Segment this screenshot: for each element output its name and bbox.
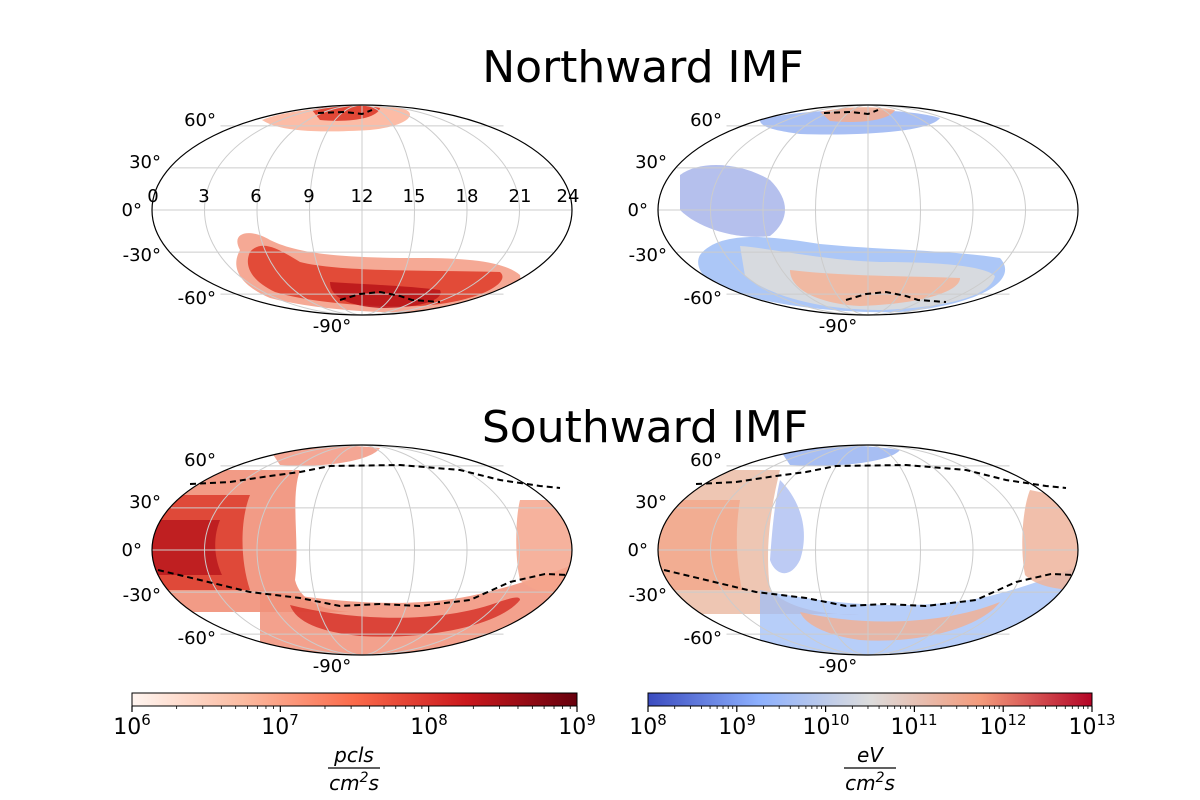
- map-outline: [657, 444, 1079, 656]
- boundary-line: [317, 109, 373, 116]
- colorbar-tick-label: 1011: [890, 711, 937, 740]
- colorbar-gradient: [131, 692, 578, 707]
- colorbar-tick-label: 109: [718, 711, 756, 740]
- colorbar-energy-flux: 108 109 1010 1011 1012 1013 eV cm2s: [629, 692, 1116, 795]
- lon-tick-label: 15: [403, 186, 426, 207]
- lat-tick-label: -30°: [123, 585, 161, 606]
- colorbar-gradient: [647, 692, 1093, 707]
- lon-tick-label: 3: [198, 186, 209, 207]
- lat-tick-label: 60°: [690, 450, 722, 471]
- lat-tick-label: 0°: [122, 200, 142, 221]
- lon-tick-label: 6: [250, 186, 261, 207]
- lat-tick-label: 30°: [635, 152, 667, 173]
- boundary-line: [823, 109, 879, 116]
- colorbar-ticks: [131, 706, 578, 712]
- lat-tick-label: 30°: [129, 492, 161, 513]
- lon-tick-label: 12: [351, 186, 374, 207]
- lat-tick-label: -60°: [684, 628, 722, 649]
- lat-tick-label: -90°: [313, 316, 351, 337]
- colorbar-tick-label: 1013: [1068, 711, 1115, 740]
- lat-tick-label: 60°: [184, 110, 216, 131]
- southward-imf-title: Southward IMF: [482, 402, 808, 453]
- boundary-line: [695, 463, 1067, 489]
- lon-tick-label: 18: [456, 186, 479, 207]
- colorbar-label-denominator: cm2s: [845, 770, 895, 795]
- colorbar-tick-label: 1012: [979, 711, 1026, 740]
- colorbar-tick-label: 106: [113, 711, 151, 740]
- northward-imf-title: Northward IMF: [482, 42, 804, 93]
- colorbar-tick-label: 108: [410, 711, 448, 740]
- boundary-line: [845, 290, 947, 303]
- lon-tick-label: 9: [303, 186, 314, 207]
- lat-tick-label: 60°: [690, 110, 722, 131]
- lat-tick-label: -30°: [629, 585, 667, 606]
- colorbar-tick-label: 108: [629, 711, 667, 740]
- lat-tick-label: -60°: [684, 288, 722, 309]
- colorbar-label-numerator: pcls: [333, 743, 374, 767]
- colorbar-label-denominator: cm2s: [329, 770, 379, 795]
- panel-northward-particle-flux: 60° 30° 0° -30° -60° -90° 0 3 6 9 12 15 …: [122, 104, 580, 337]
- lat-tick-label: 60°: [184, 450, 216, 471]
- panel-southward-particle-flux: 60° 30° 0° -30° -60° -90°: [122, 444, 573, 677]
- lon-tick-label: 0: [147, 186, 158, 207]
- boundary-line: [663, 569, 1075, 608]
- colorbar-particle-flux: 106 107 108 109 pcls cm2s: [113, 692, 596, 795]
- lat-tick-label: 30°: [129, 152, 161, 173]
- lat-tick-label: 0°: [628, 540, 648, 561]
- panel-northward-energy-flux: 60° 30° 0° -30° -60° -90°: [628, 104, 1079, 337]
- colorbar-tick-label: 107: [261, 711, 299, 740]
- lat-tick-label: 0°: [122, 540, 142, 561]
- lat-tick-label: -90°: [313, 656, 351, 677]
- boundary-line: [157, 569, 569, 608]
- lat-tick-label: -60°: [178, 288, 216, 309]
- map-outline: [657, 104, 1079, 316]
- lat-tick-label: -30°: [629, 245, 667, 266]
- colorbar-tick-label: 1010: [802, 711, 849, 740]
- colorbar-ticks: [647, 706, 1093, 712]
- boundary-line: [339, 290, 441, 303]
- boundary-line: [189, 463, 561, 489]
- lat-tick-label: 30°: [635, 492, 667, 513]
- colorbar-label-numerator: eV: [857, 743, 884, 767]
- colorbar-tick-label: 109: [558, 711, 596, 740]
- lon-tick-label: 24: [557, 186, 580, 207]
- lat-tick-label: -90°: [819, 656, 857, 677]
- map-outline: [151, 444, 573, 656]
- lat-tick-label: 0°: [628, 200, 648, 221]
- lon-tick-label: 21: [509, 186, 532, 207]
- lat-tick-label: -60°: [178, 628, 216, 649]
- map-outline: [151, 104, 573, 316]
- lat-tick-label: -90°: [819, 316, 857, 337]
- lat-tick-label: -30°: [123, 245, 161, 266]
- panel-southward-energy-flux: 60° 30° 0° -30° -60° -90°: [628, 444, 1079, 677]
